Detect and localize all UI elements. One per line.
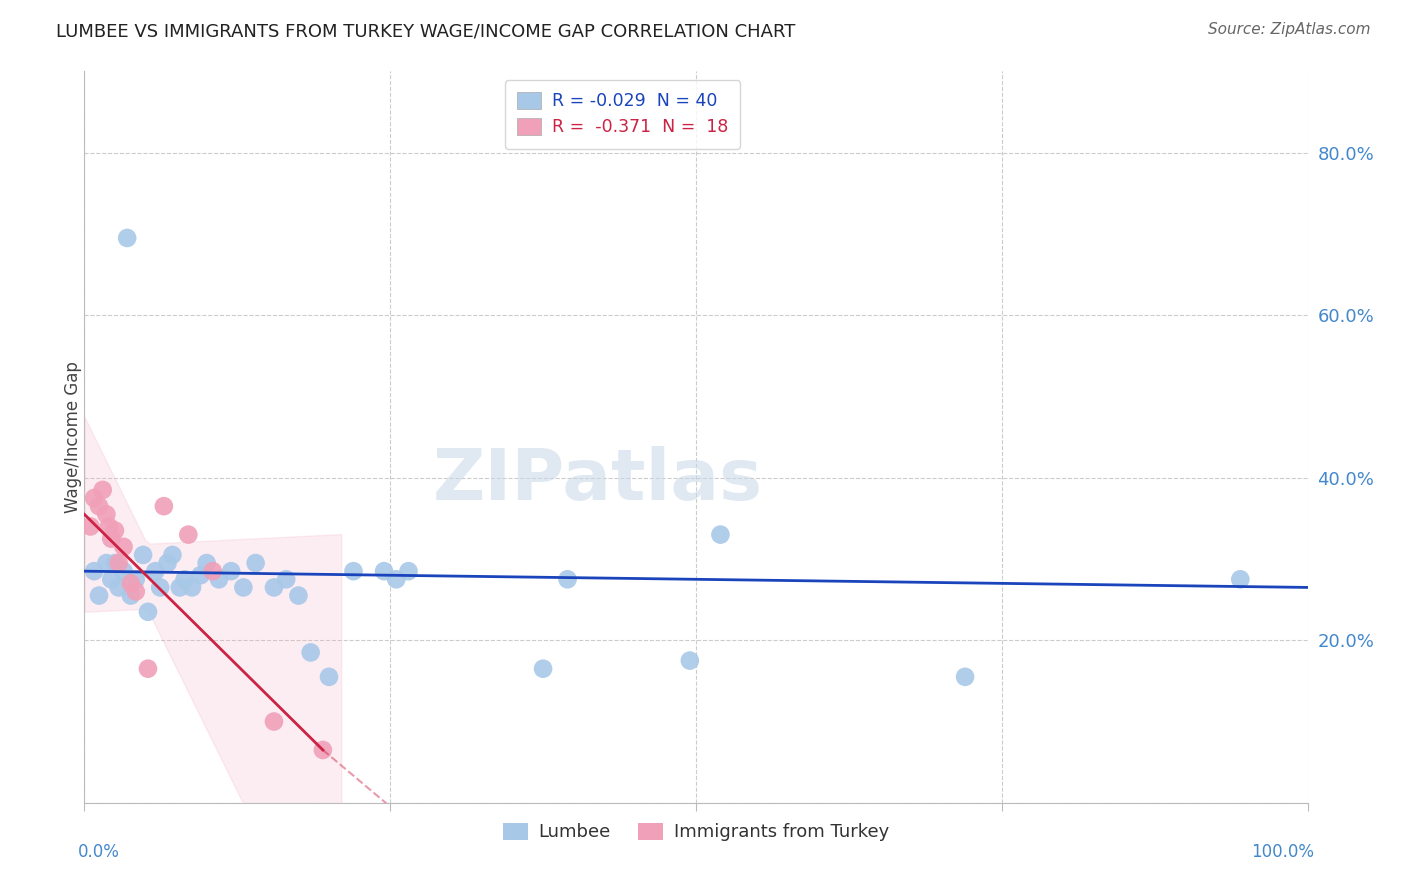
Point xyxy=(83,564,105,578)
Point xyxy=(201,564,224,578)
Point xyxy=(112,540,135,554)
Point xyxy=(132,548,155,562)
Point xyxy=(557,572,579,586)
Text: 100.0%: 100.0% xyxy=(1251,843,1313,861)
Point xyxy=(276,572,298,586)
Point xyxy=(104,524,127,538)
Point xyxy=(219,564,242,578)
Point xyxy=(125,572,148,586)
Point xyxy=(679,654,702,668)
Point xyxy=(112,564,135,578)
Point xyxy=(342,564,364,578)
Point xyxy=(156,556,179,570)
Point xyxy=(162,548,184,562)
Text: ZIPatlas: ZIPatlas xyxy=(433,447,763,516)
Point xyxy=(299,645,322,659)
Point xyxy=(177,527,200,541)
Point xyxy=(181,581,204,595)
Point xyxy=(143,564,166,578)
Point xyxy=(107,556,129,570)
Point xyxy=(115,231,138,245)
Point xyxy=(107,581,129,595)
Point xyxy=(97,519,120,533)
Point xyxy=(149,581,172,595)
Text: 0.0%: 0.0% xyxy=(79,843,120,861)
Point xyxy=(709,527,731,541)
Point xyxy=(96,508,118,522)
Point xyxy=(208,572,231,586)
Point xyxy=(87,589,110,603)
Point xyxy=(318,670,340,684)
Point xyxy=(1229,572,1251,586)
Point xyxy=(263,581,285,595)
Point xyxy=(263,714,285,729)
Point xyxy=(136,662,159,676)
Point xyxy=(245,556,267,570)
Point xyxy=(398,564,420,578)
Point xyxy=(953,670,976,684)
Point xyxy=(79,519,101,533)
Point xyxy=(153,499,176,513)
Legend: Lumbee, Immigrants from Turkey: Lumbee, Immigrants from Turkey xyxy=(495,815,897,848)
Text: Source: ZipAtlas.com: Source: ZipAtlas.com xyxy=(1208,22,1371,37)
Point xyxy=(169,581,191,595)
Point xyxy=(87,499,110,513)
Point xyxy=(373,564,395,578)
Point xyxy=(312,743,335,757)
Point xyxy=(531,662,554,676)
Point xyxy=(83,491,105,505)
Point xyxy=(195,556,218,570)
Point xyxy=(104,556,127,570)
Point xyxy=(120,576,142,591)
Point xyxy=(100,532,122,546)
Point xyxy=(100,572,122,586)
Point xyxy=(120,589,142,603)
Y-axis label: Wage/Income Gap: Wage/Income Gap xyxy=(65,361,82,513)
Point xyxy=(96,556,118,570)
Point xyxy=(232,581,254,595)
Point xyxy=(125,584,148,599)
Point xyxy=(173,572,195,586)
Point xyxy=(190,568,212,582)
Text: LUMBEE VS IMMIGRANTS FROM TURKEY WAGE/INCOME GAP CORRELATION CHART: LUMBEE VS IMMIGRANTS FROM TURKEY WAGE/IN… xyxy=(56,22,796,40)
Point xyxy=(91,483,114,497)
Point xyxy=(136,605,159,619)
Point xyxy=(385,572,408,586)
Point xyxy=(287,589,309,603)
